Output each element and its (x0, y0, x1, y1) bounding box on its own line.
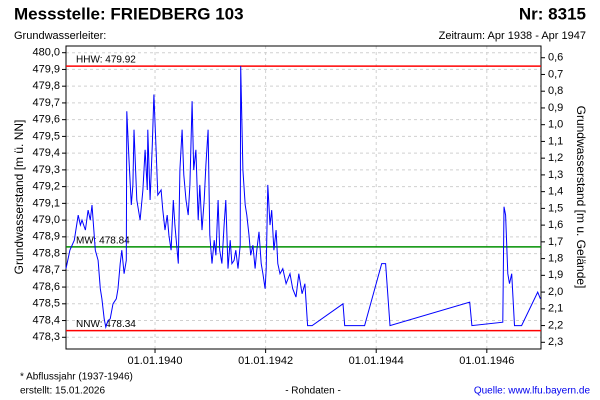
y-tick-label: 478,4 (32, 314, 60, 326)
y2-tick-label: 1,1 (548, 135, 563, 147)
y2-tick-label: 1,7 (548, 236, 563, 248)
station-number: Nr: 8315 (519, 4, 586, 23)
data-kind: - Rohdaten - (285, 386, 341, 397)
y-tick-label: 479,5 (32, 130, 60, 142)
y-tick-label: 479,4 (32, 147, 60, 159)
x-tick-label: 01.01.1944 (349, 355, 404, 367)
y2-tick-label: 0,9 (548, 102, 563, 114)
y2-tick-label: 0,7 (548, 68, 563, 80)
y-tick-label: 479,6 (32, 114, 60, 126)
reference-label: HHW: 479.92 (76, 55, 136, 66)
y-tick-label: 479,7 (32, 97, 60, 109)
y-tick-label: 479,9 (32, 63, 60, 75)
y2-tick-label: 0,6 (548, 52, 563, 64)
y-tick-label: 479,3 (32, 164, 60, 176)
y-tick-label: 479,2 (32, 181, 60, 193)
y2-tick-label: 1,9 (548, 269, 563, 281)
y2-tick-label: 1,2 (548, 152, 563, 164)
x-tick-label: 01.01.1942 (238, 355, 293, 367)
y2-axis-label: Grundwasserstand [m u. Gelände] (574, 106, 588, 289)
footnote: * Abflussjahr (1937-1946) (20, 372, 133, 383)
y2-tick-label: 2,3 (548, 336, 563, 348)
y2-tick-label: 2,1 (548, 303, 563, 315)
y2-tick-label: 2,0 (548, 286, 563, 298)
y2-tick-label: 2,2 (548, 319, 563, 331)
y-axis-label: Grundwasserstand [m ü. NN] (12, 120, 26, 275)
y-tick-label: 478,8 (32, 247, 60, 259)
created-date: erstellt: 15.01.2026 (20, 386, 105, 397)
y-tick-label: 479,0 (32, 214, 60, 226)
y2-tick-label: 1,3 (548, 169, 563, 181)
plot-frame (65, 45, 542, 350)
y-tick-label: 478,3 (32, 331, 60, 343)
y-tick-label: 478,9 (32, 231, 60, 243)
period: Zeitraum: Apr 1938 - Apr 1947 (439, 30, 586, 42)
y-tick-label: 478,7 (32, 264, 60, 276)
source-link[interactable]: Quelle: www.lfu.bayern.de (474, 386, 591, 397)
y-tick-label: 478,5 (32, 298, 60, 310)
reference-label: MW: 478.84 (76, 236, 130, 247)
y2-tick-label: 1,4 (548, 186, 563, 198)
data-line (65, 66, 541, 330)
y2-tick-label: 1,5 (548, 202, 563, 214)
y2-tick-label: 0,8 (548, 85, 563, 97)
x-tick-label: 01.01.1946 (459, 355, 514, 367)
y-tick-label: 479,8 (32, 80, 60, 92)
subtitle: Grundwasserleiter: (14, 30, 106, 42)
source[interactable]: Quelle: www.lfu.bayern.de (474, 386, 591, 397)
y-tick-label: 479,1 (32, 197, 60, 209)
y-tick-label: 478,6 (32, 281, 60, 293)
chart-title: Messstelle: FRIEDBERG 103 (14, 4, 244, 23)
y2-tick-label: 1,0 (548, 119, 563, 131)
y2-tick-label: 1,8 (548, 253, 563, 265)
x-tick-label: 01.01.1940 (127, 355, 182, 367)
y2-tick-label: 1,6 (548, 219, 563, 231)
y-tick-label: 480,0 (32, 47, 60, 59)
